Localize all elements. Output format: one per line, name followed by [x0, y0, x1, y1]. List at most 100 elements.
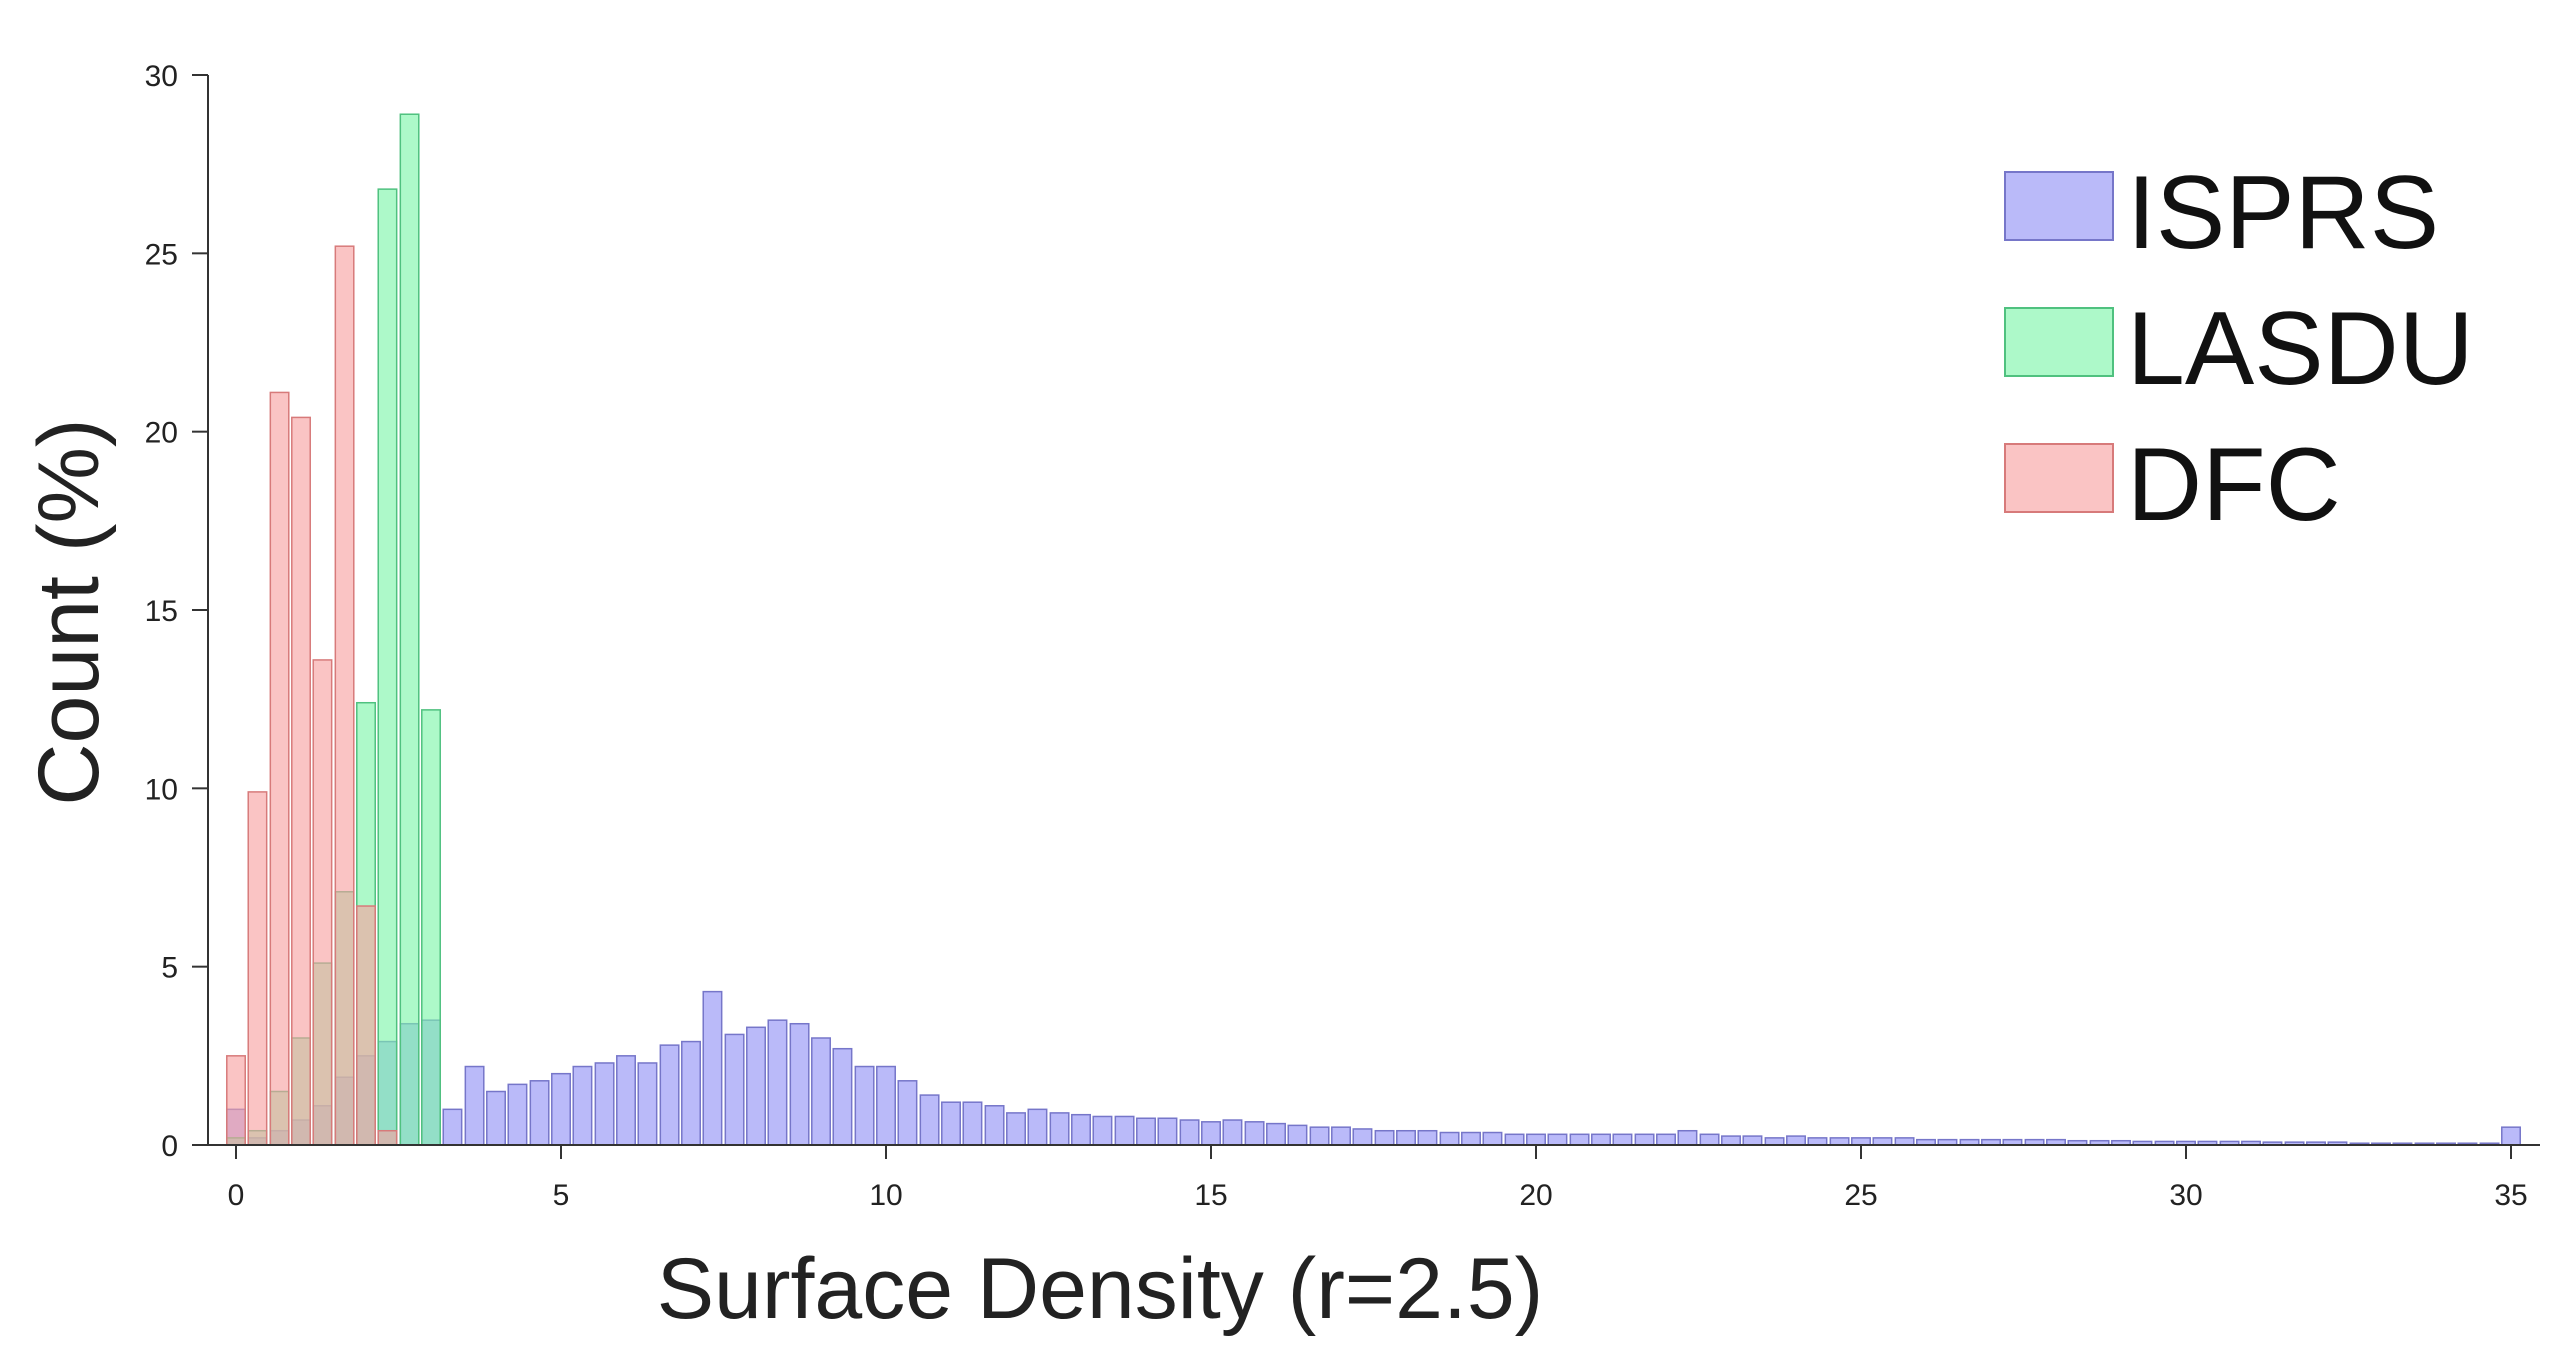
bar-isprs-20 [659, 1044, 680, 1146]
bar-isprs-74 [1829, 1137, 1850, 1146]
bar-isprs-63 [1591, 1133, 1611, 1146]
bar-isprs-64 [1612, 1133, 1633, 1146]
bar-lasdu-9 [421, 709, 441, 1146]
bar-isprs-18 [616, 1055, 636, 1146]
x-tick-label-10: 10 [869, 1179, 902, 1212]
bar-isprs-62 [1569, 1133, 1590, 1146]
axes-layer: 0 5 10 15 20 25 30 0 5 10 15 20 25 30 35 [145, 60, 2540, 1212]
bar-isprs-36 [1006, 1112, 1026, 1146]
bar-isprs-76 [1872, 1137, 1893, 1146]
bar-isprs-73 [1807, 1137, 1828, 1146]
bars-layer [226, 113, 2521, 1146]
legend-item-dfc: DFC [2004, 427, 2341, 543]
x-tick-label-35: 35 [2494, 1179, 2527, 1212]
bar-lasdu-7 [377, 188, 398, 1146]
bar-isprs-35 [984, 1105, 1005, 1146]
series-dfc [226, 245, 398, 1146]
y-tick-label-15: 15 [145, 595, 178, 628]
bar-isprs-28 [832, 1047, 853, 1146]
y-tick-label-5: 5 [161, 952, 178, 985]
bar-isprs-37 [1027, 1108, 1048, 1146]
bar-isprs-24 [746, 1026, 766, 1146]
x-tick-label-5: 5 [553, 1179, 570, 1212]
bar-isprs-61 [1547, 1133, 1568, 1146]
bar-isprs-10 [442, 1108, 463, 1146]
bar-isprs-50 [1309, 1126, 1330, 1146]
legend: ISPRS LASDU DFC [2004, 155, 2474, 543]
bar-isprs-49 [1287, 1124, 1308, 1146]
bar-dfc-4 [312, 659, 333, 1146]
bar-isprs-72 [1786, 1135, 1806, 1146]
bar-isprs-33 [941, 1101, 961, 1146]
bar-isprs-56 [1439, 1131, 1460, 1146]
bar-isprs-41 [1114, 1115, 1135, 1146]
bar-isprs-48 [1266, 1122, 1286, 1146]
bar-dfc-3 [291, 416, 311, 1146]
bar-isprs-13 [507, 1083, 528, 1146]
legend-swatch-isprs [2004, 171, 2114, 241]
x-axis-title: Surface Density (r=2.5) [657, 1241, 1544, 1337]
bar-isprs-54 [1396, 1129, 1416, 1146]
legend-label-dfc: DFC [2127, 427, 2341, 543]
bar-isprs-66 [1656, 1133, 1676, 1146]
bar-isprs-52 [1352, 1128, 1373, 1146]
bar-isprs-11 [464, 1065, 485, 1146]
bar-isprs-55 [1417, 1129, 1438, 1146]
bar-dfc-5 [334, 245, 355, 1146]
bar-isprs-12 [486, 1090, 506, 1146]
bar-isprs-26 [789, 1022, 810, 1146]
legend-swatch-dfc [2004, 443, 2114, 513]
bar-isprs-77 [1894, 1137, 1915, 1146]
legend-swatch-lasdu [2004, 307, 2114, 377]
bar-isprs-68 [1699, 1133, 1720, 1146]
bar-isprs-44 [1179, 1119, 1200, 1146]
series-isprs [226, 990, 2521, 1146]
bar-isprs-16 [572, 1065, 593, 1146]
x-tick-label-0: 0 [228, 1179, 245, 1212]
x-tick-label-20: 20 [1519, 1179, 1552, 1212]
bar-isprs-38 [1049, 1112, 1070, 1146]
bar-isprs-70 [1742, 1135, 1763, 1146]
bar-isprs-46 [1222, 1119, 1243, 1146]
bar-isprs-65 [1634, 1133, 1655, 1146]
y-tick-label-20: 20 [145, 417, 178, 450]
bar-dfc-0 [226, 1055, 246, 1146]
bar-isprs-40 [1092, 1115, 1113, 1146]
bar-isprs-23 [724, 1033, 745, 1146]
bar-isprs-30 [876, 1065, 896, 1146]
x-tick-label-25: 25 [1844, 1179, 1877, 1212]
bar-isprs-39 [1071, 1113, 1091, 1146]
bar-isprs-58 [1482, 1131, 1503, 1146]
bar-isprs-57 [1461, 1131, 1481, 1146]
bar-isprs-29 [854, 1065, 875, 1146]
legend-label-isprs: ISPRS [2127, 155, 2439, 271]
bar-isprs-31 [897, 1080, 918, 1146]
bar-isprs-67 [1677, 1129, 1698, 1146]
bar-isprs-32 [919, 1094, 940, 1146]
bar-isprs-34 [962, 1101, 983, 1146]
x-tick-label-15: 15 [1194, 1179, 1227, 1212]
bar-isprs-21 [681, 1040, 701, 1146]
legend-label-lasdu: LASDU [2127, 291, 2474, 407]
bar-dfc-2 [269, 391, 290, 1146]
bar-isprs-59 [1504, 1133, 1525, 1146]
bar-isprs-25 [767, 1019, 788, 1146]
bar-isprs-19 [637, 1062, 658, 1146]
bar-isprs-15 [551, 1072, 571, 1146]
y-tick-label-25: 25 [145, 238, 178, 271]
bar-isprs-45 [1201, 1121, 1221, 1146]
bar-isprs-47 [1244, 1121, 1265, 1146]
bar-isprs-69 [1721, 1135, 1741, 1146]
bar-isprs-17 [594, 1062, 615, 1146]
bar-isprs-43 [1157, 1117, 1178, 1146]
bar-isprs-60 [1526, 1133, 1546, 1146]
bar-isprs-27 [811, 1037, 831, 1146]
legend-item-lasdu: LASDU [2004, 291, 2474, 407]
bar-dfc-7 [377, 1129, 398, 1146]
bar-isprs-42 [1136, 1117, 1156, 1146]
bar-isprs-22 [702, 990, 723, 1146]
bar-isprs-53 [1374, 1129, 1395, 1146]
bar-isprs-75 [1851, 1137, 1871, 1146]
